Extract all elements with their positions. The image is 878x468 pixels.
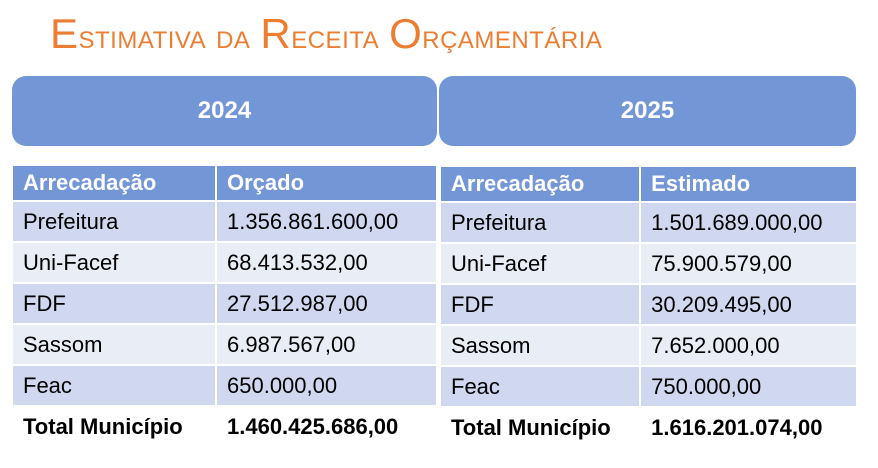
- table-row: Sassom 7.652.000,00: [438, 324, 858, 367]
- total-value: 1.460.425.686,00: [215, 405, 438, 448]
- value-cell: 7.652.000,00: [639, 324, 858, 367]
- column-header: Estimado: [639, 165, 858, 203]
- table-row: Prefeitura 1.356.861.600,00: [11, 200, 438, 243]
- table-row: Feac 750.000,00: [438, 365, 858, 408]
- total-label: Total Município: [11, 405, 217, 448]
- entity-cell: Feac: [11, 364, 217, 407]
- year-band-2025: 2025: [439, 76, 856, 146]
- header-row: Arrecadação Estimado: [438, 165, 858, 203]
- value-cell: 6.987.567,00: [215, 323, 438, 366]
- value-cell: 1.356.861.600,00: [215, 200, 438, 243]
- entity-cell: FDF: [11, 282, 217, 325]
- entity-cell: Prefeitura: [438, 201, 642, 244]
- revenue-table-2025: Arrecadação Estimado Prefeitura 1.501.689.0…: [438, 165, 858, 449]
- value-cell: 75.900.579,00: [639, 242, 858, 285]
- table-row: Feac 650.000,00: [11, 364, 438, 407]
- column-header: Arrecadação: [438, 165, 642, 203]
- revenue-table-2024: Arrecadação Orçado Prefeitura 1.356.861.600…: [11, 164, 438, 448]
- total-row: Total Município 1.460.425.686,00: [11, 405, 438, 448]
- entity-cell: Feac: [438, 365, 642, 408]
- value-cell: 650.000,00: [215, 364, 438, 407]
- entity-cell: Prefeitura: [11, 200, 217, 243]
- entity-cell: Sassom: [11, 323, 217, 366]
- total-value: 1.616.201.074,00: [639, 406, 858, 449]
- entity-cell: FDF: [438, 283, 642, 326]
- column-header: Orçado: [215, 164, 438, 202]
- value-cell: 1.501.689.000,00: [639, 201, 858, 244]
- value-cell: 27.512.987,00: [215, 282, 438, 325]
- page-title: Estimativa da Receita Orçamentária: [50, 10, 603, 57]
- table-row: Sassom 6.987.567,00: [11, 323, 438, 366]
- entity-cell: Sassom: [438, 324, 642, 367]
- value-cell: 68.413.532,00: [215, 241, 438, 284]
- table-row: Prefeitura 1.501.689.000,00: [438, 201, 858, 244]
- table-row: Uni-Facef 75.900.579,00: [438, 242, 858, 285]
- value-cell: 750.000,00: [639, 365, 858, 408]
- value-cell: 30.209.495,00: [639, 283, 858, 326]
- total-label: Total Município: [438, 406, 642, 449]
- year-label: 2024: [197, 97, 252, 124]
- table-row: Uni-Facef 68.413.532,00: [11, 241, 438, 284]
- entity-cell: Uni-Facef: [11, 241, 217, 284]
- year-band-2024: 2024: [12, 76, 437, 146]
- header-row: Arrecadação Orçado: [11, 164, 438, 202]
- column-header: Arrecadação: [11, 164, 217, 202]
- total-row: Total Município 1.616.201.074,00: [438, 406, 858, 449]
- table-row: FDF 27.512.987,00: [11, 282, 438, 325]
- table-row: FDF 30.209.495,00: [438, 283, 858, 326]
- year-label: 2025: [620, 97, 675, 124]
- entity-cell: Uni-Facef: [438, 242, 642, 285]
